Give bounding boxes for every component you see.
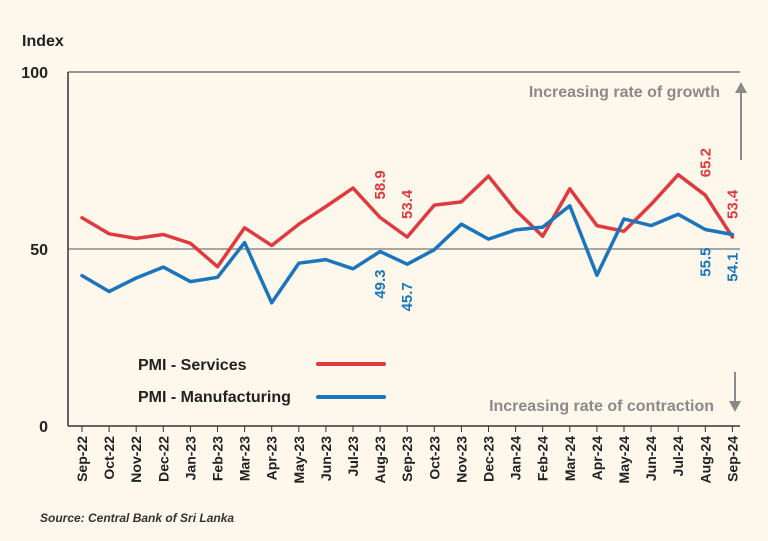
manufacturing-line (80, 204, 735, 305)
data-label: 49.3 (372, 269, 389, 298)
x-tick-label: Aug-24 (697, 436, 713, 484)
data-labels: 58.9 53.4 65.2 53.4 49.3 45.7 55.5 54.1 (372, 148, 741, 311)
source-note: Source: Central Bank of Sri Lanka (40, 511, 234, 525)
x-tick-label: Sep-22 (74, 436, 90, 482)
x-tick-label: Jan-23 (182, 436, 198, 481)
x-tick-label: Sep-23 (399, 436, 415, 482)
x-tick-label: Apr-24 (589, 436, 605, 481)
x-tick-label: Jun-23 (318, 436, 334, 481)
x-tick-label: Dec-22 (155, 436, 171, 482)
x-tick-label: Apr-23 (264, 436, 280, 481)
data-label: 53.4 (724, 189, 741, 219)
legend: PMI - Services PMI - Manufacturing (138, 357, 386, 406)
data-label: 45.7 (399, 282, 416, 311)
data-label: 55.5 (697, 248, 714, 277)
contraction-arrow-icon (729, 372, 741, 412)
x-tick-label: Mar-24 (562, 436, 578, 481)
x-tick-labels: Sep-22 Oct-22 Nov-22 Dec-22 Jan-23 Feb-23 Mar-… (74, 426, 740, 483)
series-lines (80, 172, 735, 305)
y-tick-50: 50 (30, 242, 48, 259)
x-tick-label: May-24 (616, 436, 632, 484)
services-line (80, 172, 735, 269)
legend-label-services: PMI - Services (138, 357, 247, 374)
growth-annotation: Increasing rate of growth (529, 84, 720, 101)
x-tick-label: Jan-24 (508, 436, 524, 481)
x-tick-label: Oct-22 (101, 436, 117, 480)
y-tick-100: 100 (21, 65, 48, 82)
x-tick-label: Aug-23 (372, 436, 388, 484)
data-label: 54.1 (724, 252, 741, 281)
x-tick-label: Jul-23 (345, 436, 361, 477)
x-tick-label: Nov-23 (453, 436, 469, 483)
x-tick-label: Mar-23 (237, 436, 253, 481)
x-tick-label: Oct-23 (426, 436, 442, 480)
x-tick-label: Feb-23 (210, 436, 226, 481)
y-tick-labels: 0 50 100 (21, 65, 48, 436)
x-tick-label: Nov-22 (128, 436, 144, 483)
y-axis-title: Index (22, 33, 64, 50)
x-tick-label: Jul-24 (670, 436, 686, 477)
grid-layer (67, 71, 740, 427)
x-tick-label: Sep-24 (724, 436, 740, 482)
x-tick-label: May-23 (291, 436, 307, 484)
y-tick-0: 0 (39, 419, 48, 436)
contraction-annotation: Increasing rate of contraction (489, 398, 714, 415)
x-tick-label: Feb-24 (535, 436, 551, 481)
data-label: 65.2 (697, 148, 714, 177)
legend-label-manufacturing: PMI - Manufacturing (138, 389, 291, 406)
x-tick-label: Dec-23 (481, 436, 497, 482)
growth-arrow-icon (735, 82, 747, 160)
data-label: 53.4 (399, 189, 416, 219)
x-tick-label: Jun-24 (643, 436, 659, 481)
data-label: 58.9 (372, 170, 389, 199)
